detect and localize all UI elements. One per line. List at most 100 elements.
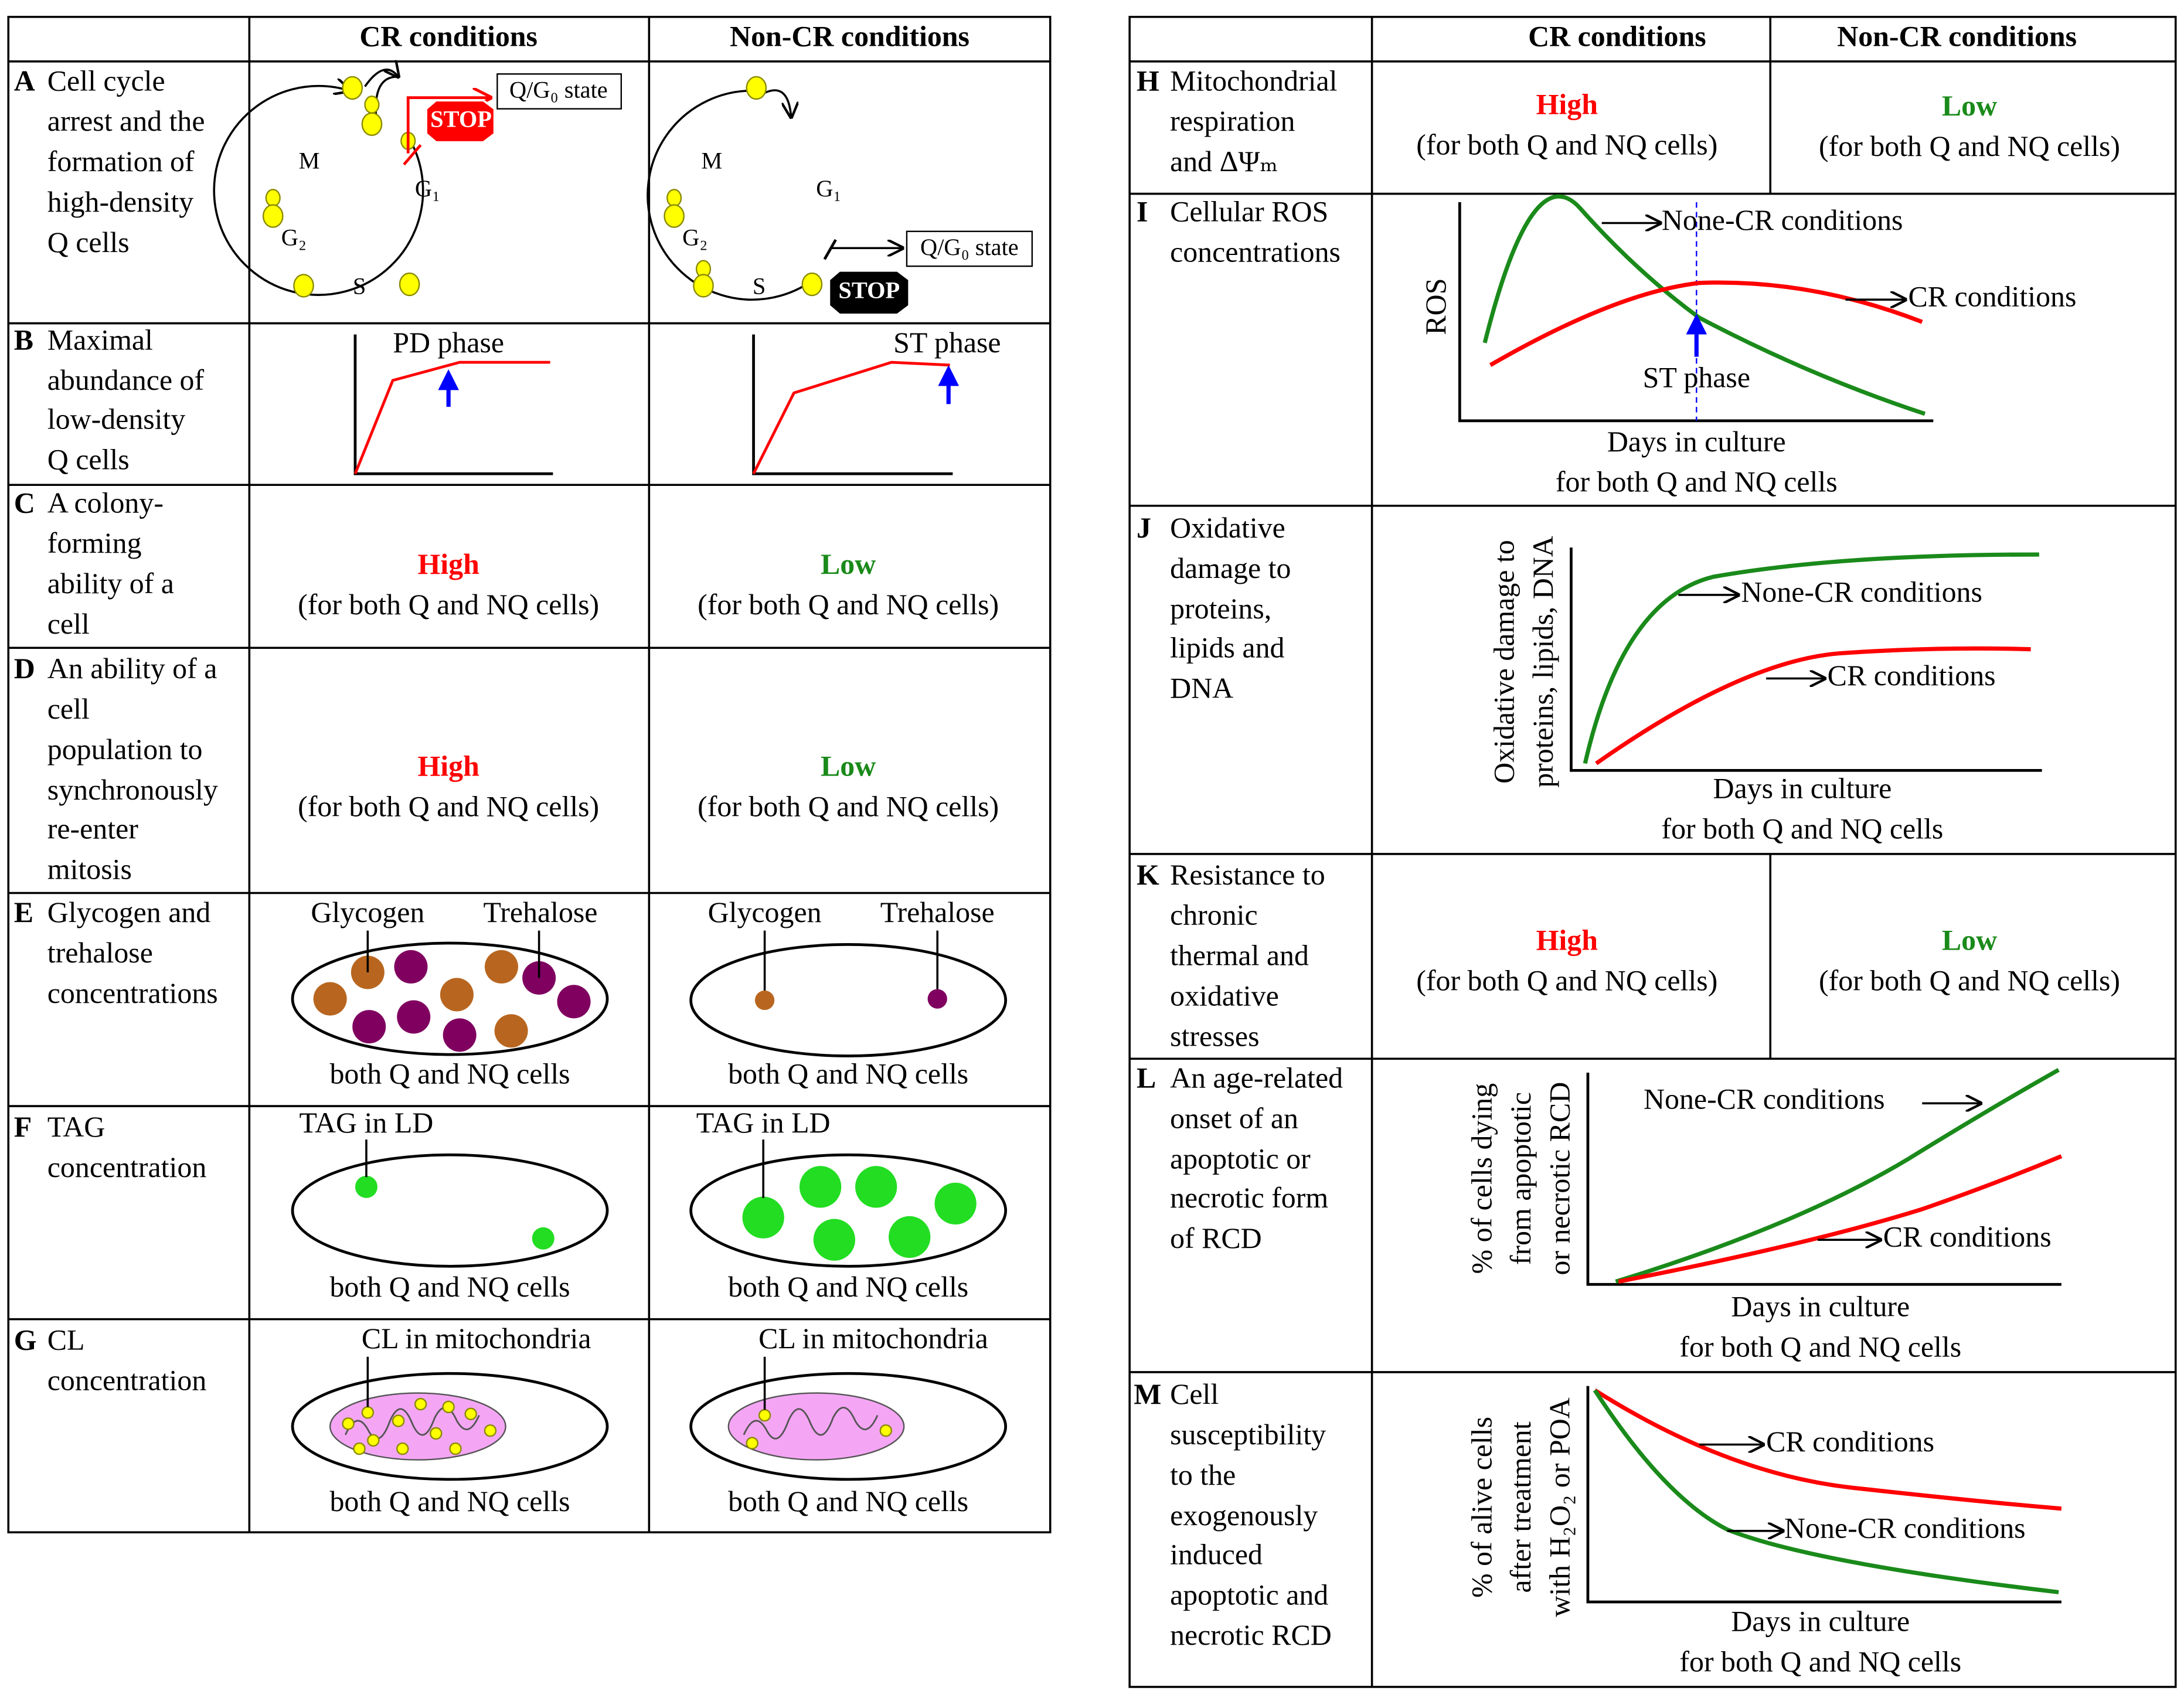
row-label: chronic — [1170, 899, 1258, 931]
row-label: apoptotic or — [1170, 1143, 1311, 1175]
row-label: apoptotic and — [1170, 1578, 1328, 1611]
mitochondria-cell-non-cr-path — [743, 1407, 879, 1440]
row-label: population to — [47, 733, 203, 766]
row-label: Oxidative — [1170, 512, 1285, 544]
row-label: trehalose — [47, 937, 153, 969]
lipid-droplet-cell-non-cr-circle — [934, 1182, 977, 1225]
component-label: Trehalose — [880, 896, 995, 928]
row-label: formation of — [47, 145, 195, 178]
cell-cycle-cr: STOP Q/G₀ state M G₁ G₂ S — [213, 70, 622, 299]
row-label: concentrations — [1170, 236, 1341, 268]
y-axis-label: with H₂O₂ or POA — [1544, 1397, 1576, 1617]
curve-label: None-CR conditions — [1741, 576, 1982, 608]
mitochondria-cell-cr-circle — [353, 1442, 366, 1455]
curve-label: None-CR conditions — [1662, 204, 1903, 236]
row-label: thermal and — [1170, 940, 1309, 972]
component-label: Trehalose — [484, 896, 598, 928]
component-label: TAG in LD — [300, 1107, 434, 1139]
mitochondria-cell-cr-circle — [342, 1417, 355, 1430]
glycogen-cell-non-cr-circle — [927, 989, 947, 1009]
oxidative-damage-chart-path — [1583, 552, 2039, 764]
caption: both Q and NQ cells — [728, 1271, 968, 1303]
row-label: cell — [47, 693, 90, 725]
caption: both Q and NQ cells — [728, 1058, 968, 1090]
row-label: ability of a — [47, 567, 174, 600]
survival-chart: CR conditions None-CR conditions % of al… — [1466, 1386, 2062, 1678]
mitochondria-cell-cr-circle — [442, 1400, 455, 1414]
row-label: damage to — [1170, 552, 1291, 584]
growth-curve-non-cr-polyline — [752, 360, 950, 475]
row-letter: G — [14, 1324, 37, 1356]
mitochondria-cell-cr-circle — [414, 1397, 427, 1411]
column-header: CR conditions — [359, 20, 538, 52]
cell-cycle-non-cr-ellipse — [693, 274, 714, 298]
curve-label: None-CR conditions — [1644, 1083, 1885, 1115]
lipid-droplet-cell-non-cr-circle — [889, 1216, 931, 1258]
level-high: High — [1536, 924, 1598, 956]
level-low: Low — [821, 548, 876, 580]
cell-cycle-cr-ellipse — [364, 96, 380, 114]
row-labels-left: A Cell cycle arrest and the formation of… — [14, 64, 218, 1396]
row-label: susceptibility — [1170, 1418, 1326, 1451]
y-axis-label: % of alive cells — [1466, 1417, 1498, 1598]
cell-cycle-non-cr-path — [763, 89, 791, 117]
curve-label: None-CR conditions — [1784, 1512, 2026, 1544]
phase-label: G₁ — [816, 175, 841, 202]
row-label: forming — [47, 527, 142, 559]
glycogen-cell-cr-circle — [443, 1018, 477, 1052]
component-label: TAG in LD — [696, 1107, 831, 1139]
phase-label: PD phase — [393, 326, 504, 359]
level-note: (for both Q and NQ cells) — [1416, 964, 1717, 996]
cell-cycle-cr-ellipse — [262, 204, 284, 228]
row-label: arrest and the — [47, 105, 205, 137]
row-letter: I — [1137, 196, 1148, 228]
row-label: necrotic form — [1170, 1182, 1328, 1214]
left-table-grid-rect — [7, 16, 1052, 1533]
glycogen-cell-cr-circle — [352, 1010, 386, 1044]
phase-label: ST phase — [893, 326, 1001, 359]
row-label: to the — [1170, 1459, 1236, 1491]
cell-cycle-non-cr-rect — [906, 230, 1033, 267]
row-label: Cellular ROS — [1170, 196, 1328, 228]
glycogen-cell-cr-circle — [394, 950, 428, 984]
cell-cycle-non-cr-ellipse — [746, 76, 767, 100]
oxidative-damage-chart-path — [1595, 646, 2031, 766]
row-label: concentrations — [47, 977, 218, 1009]
glycogen-cell-cr-circle — [397, 1000, 431, 1034]
mitochondria-cell-cr-circle — [430, 1427, 443, 1440]
row-label: induced — [1170, 1538, 1263, 1570]
glycogen-cell-cr-circle — [440, 978, 474, 1012]
x-axis-label: for both Q and NQ cells — [1679, 1331, 1961, 1363]
row-label: abundance of — [47, 364, 205, 396]
row-letter: K — [1137, 859, 1159, 891]
row-letter: A — [14, 64, 35, 97]
row-label: Q cells — [47, 444, 130, 476]
cell-cycle-cr-path — [213, 86, 424, 296]
cell-cycle-non-cr-line — [823, 239, 837, 260]
level-note: (for both Q and NQ cells) — [698, 790, 999, 822]
cell-cycle-cr-ellipse — [293, 274, 314, 298]
mitochondria-cell-non-cr-ellipse — [727, 1392, 905, 1461]
y-axis-label: or necrotic RCD — [1544, 1082, 1576, 1275]
row-label: and ΔΨₘ — [1170, 145, 1278, 178]
caption: both Q and NQ cells — [329, 1485, 570, 1518]
stop-sign: STOP — [838, 277, 900, 304]
lipid-droplet-cell-cr-circle — [532, 1227, 554, 1250]
mitochondria-cell-cr-circle — [449, 1442, 462, 1455]
lipid-droplet-cell-cr-circle — [355, 1175, 377, 1198]
level-low: Low — [821, 750, 876, 782]
row-label: Q cells — [47, 226, 130, 258]
lipid-droplet-cell-non-cr-circle — [742, 1196, 784, 1239]
curve-label: CR conditions — [1766, 1426, 1934, 1458]
growth-curve-cr-polyline — [353, 360, 550, 475]
lipid-droplet-cell-non-cr: TAG in LD both Q and NQ cells — [689, 1107, 1008, 1303]
row-label: Glycogen and — [47, 896, 211, 928]
row-label: cell — [47, 608, 90, 640]
row-label: respiration — [1170, 105, 1295, 137]
lipid-droplet-cell-cr-ellipse — [291, 1153, 609, 1268]
level-high: High — [417, 750, 479, 782]
curve-label: CR conditions — [1908, 281, 2076, 313]
oxidative-damage-chart-polyline — [1570, 547, 2042, 772]
glycogen-cell-cr-circle — [557, 985, 591, 1019]
